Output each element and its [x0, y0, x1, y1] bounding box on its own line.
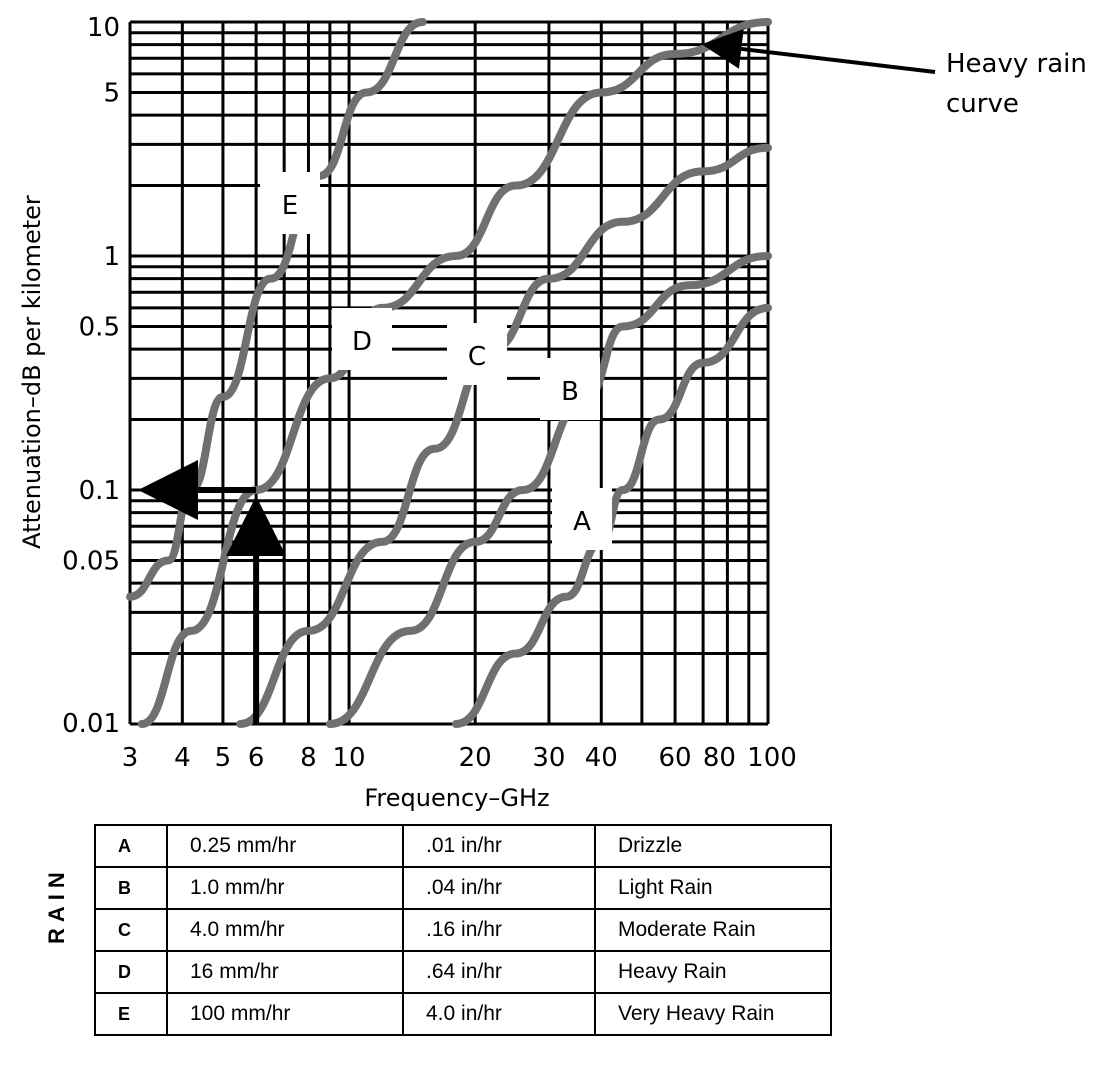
rain-cell-label: Heavy Rain: [594, 950, 832, 994]
rain-cell-metric: 16 mm/hr: [166, 950, 404, 994]
x-tick-label: 4: [174, 743, 191, 773]
rain-cell-metric: 0.25 mm/hr: [166, 824, 404, 868]
x-tick-label: 60: [659, 743, 692, 773]
curve-c: [236, 143, 772, 728]
y-tick-label: 0.1: [79, 476, 120, 506]
rain-cell-imperial: .04 in/hr: [402, 866, 596, 910]
x-tick-label: 8: [300, 743, 317, 773]
curve-label-d: D: [352, 327, 372, 357]
rain-table-row: E 100 mm/hr 4.0 in/hr Very Heavy Rain: [94, 992, 832, 1036]
rain-cell-imperial: 4.0 in/hr: [402, 992, 596, 1036]
x-tick-label: 30: [532, 743, 565, 773]
reading-guide-arrows: [138, 460, 287, 724]
y-tick-label: 0.05: [62, 546, 120, 576]
rain-cell-code: E: [94, 992, 168, 1036]
rain-cell-imperial: .01 in/hr: [402, 824, 596, 868]
curve-label-b: B: [561, 377, 579, 407]
rain-table-row: D 16 mm/hr .64 in/hr Heavy Rain: [94, 950, 832, 994]
curve-a: [452, 303, 772, 728]
rain-rate-legend: RAIN A 0.25 mm/hr .01 in/hr Drizzle B 1.0 mm/…: [40, 824, 840, 1064]
curve-label-e: E: [282, 191, 298, 221]
rain-cell-metric: 4.0 mm/hr: [166, 908, 404, 952]
rain-cell-code: B: [94, 866, 168, 910]
heavy-rain-annotation: Heavy rain curve: [701, 29, 1087, 119]
rain-cell-label: Light Rain: [594, 866, 832, 910]
curve-b: [325, 252, 772, 728]
y-axis-title: Attenuation–dB per kilometer: [18, 195, 46, 549]
curve-labels: A B C D E: [260, 172, 612, 550]
curve-label-box-d: [332, 308, 392, 370]
curve-label-box-a: [552, 488, 612, 550]
rain-cell-metric: 100 mm/hr: [166, 992, 404, 1036]
rain-cell-code: A: [94, 824, 168, 868]
curve-d: [137, 18, 772, 728]
y-tick-label: 0.5: [79, 312, 120, 342]
x-tick-label: 40: [585, 743, 618, 773]
rain-heading: RAIN: [44, 866, 69, 944]
y-tick-label: 5: [103, 78, 120, 108]
annotation-text-line2: curve: [946, 89, 1019, 119]
curve-e: [126, 18, 427, 601]
x-axis-title: Frequency–GHz: [364, 784, 549, 812]
x-tick-label: 5: [215, 743, 232, 773]
rain-cell-label: Moderate Rain: [594, 908, 832, 952]
curve-label-box-b: [540, 358, 600, 420]
curve-label-a: A: [573, 507, 591, 537]
y-tick-label: 1: [103, 242, 120, 272]
rain-table: A 0.25 mm/hr .01 in/hr Drizzle B 1.0 mm/hr .04…: [94, 824, 832, 1036]
rain-table-row: A 0.25 mm/hr .01 in/hr Drizzle: [94, 824, 832, 868]
x-tick-label: 80: [703, 743, 736, 773]
x-tick-label: 3: [122, 743, 139, 773]
x-tick-label: 20: [459, 743, 492, 773]
rain-table-row: C 4.0 mm/hr .16 in/hr Moderate Rain: [94, 908, 832, 952]
rain-cell-imperial: .64 in/hr: [402, 950, 596, 994]
curve-label-box-e: [260, 172, 320, 234]
rain-cell-imperial: .16 in/hr: [402, 908, 596, 952]
rain-cell-code: D: [94, 950, 168, 994]
y-tick-label: 0.01: [62, 709, 120, 739]
x-tick-label: 6: [248, 743, 265, 773]
rain-cell-label: Drizzle: [594, 824, 832, 868]
y-tick-label: 10: [87, 13, 120, 43]
annotation-text-line1: Heavy rain: [946, 49, 1087, 79]
rain-cell-label: Very Heavy Rain: [594, 992, 832, 1036]
rain-cell-code: C: [94, 908, 168, 952]
x-tick-label: 100: [747, 743, 797, 773]
rain-table-row: B 1.0 mm/hr .04 in/hr Light Rain: [94, 866, 832, 910]
curve-label-box-c: [447, 323, 507, 385]
x-tick-label: 10: [333, 743, 366, 773]
annotation-arrow: [701, 29, 936, 74]
plot-grid: [128, 20, 770, 726]
rain-cell-metric: 1.0 mm/hr: [166, 866, 404, 910]
curve-label-c: C: [468, 342, 486, 372]
